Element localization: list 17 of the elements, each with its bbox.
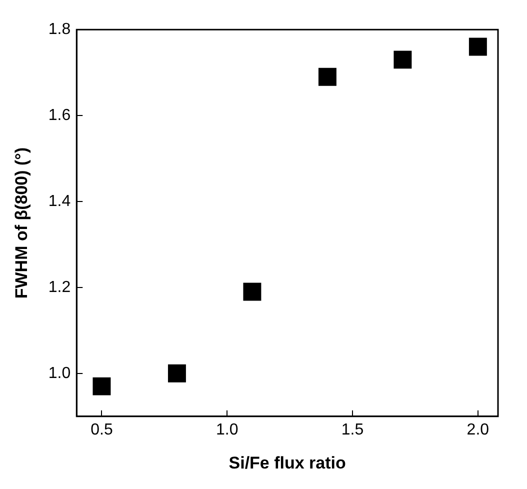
x-tick-label: 2.0 xyxy=(466,421,490,438)
point xyxy=(468,38,487,56)
point xyxy=(168,364,186,382)
point xyxy=(318,68,336,86)
x-tick-label: 1.0 xyxy=(216,421,238,438)
y-tick-label: 1.6 xyxy=(48,106,71,124)
x-tick-label: 0.5 xyxy=(90,421,113,438)
point xyxy=(394,50,412,69)
y-tick-label: 1.8 xyxy=(48,21,71,38)
x-axis-title: Si/Fe flux ratio xyxy=(228,453,346,472)
x-tick-label: 1.5 xyxy=(341,421,364,438)
y-axis-title: FWHM of β(800) (°) xyxy=(12,147,31,299)
y-tick-label: 1.2 xyxy=(48,278,71,296)
point xyxy=(92,377,111,396)
y-tick-label: 1.0 xyxy=(48,364,71,382)
point xyxy=(243,282,262,301)
y-tick-label: 1.4 xyxy=(48,192,71,210)
